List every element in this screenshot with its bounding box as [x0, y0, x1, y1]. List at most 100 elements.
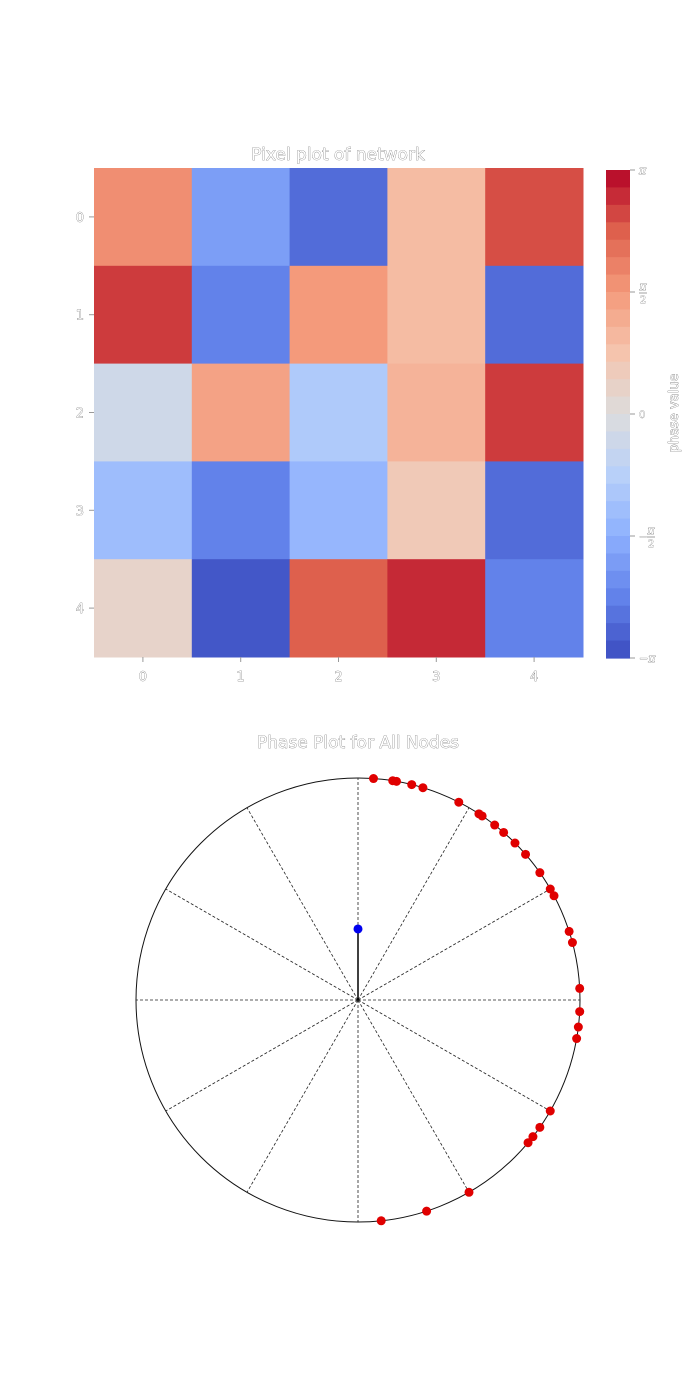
node-point-11	[521, 849, 531, 859]
heatmap-y-tick-label-4: 4	[76, 602, 84, 617]
node-point-19	[567, 938, 577, 948]
colorbar-tick-label-0: π	[638, 164, 647, 177]
colorbar-band-20	[606, 518, 630, 537]
node-point-3	[407, 780, 417, 790]
heatmap-y-tick-label-1: 1	[76, 309, 84, 324]
node-point-25	[464, 1187, 474, 1197]
heatmap-y-tick-label-0: 0	[76, 211, 84, 226]
node-point-13	[549, 891, 559, 901]
heatmap-cell-4-0	[94, 559, 193, 658]
colorbar-band-17	[606, 466, 630, 485]
radial-line-11	[357, 999, 551, 1112]
colorbar-band-12	[606, 379, 630, 398]
colorbar-band-22	[606, 553, 630, 572]
radial-line-10	[357, 999, 470, 1193]
node-point-8	[490, 820, 500, 830]
colorbar-band-21	[606, 536, 630, 555]
colorbar-label: phase value	[667, 374, 682, 453]
heatmap-cell-1-1	[191, 265, 291, 365]
node-point-0	[368, 774, 378, 784]
colorbar-band-1	[606, 187, 630, 206]
colorbar-band-27	[606, 640, 630, 659]
node-point-7	[477, 811, 487, 821]
heatmap-cell-1-2	[289, 265, 388, 365]
heatmap-cell-1-3	[387, 265, 486, 365]
heatmap-cell-0-1	[191, 168, 291, 267]
radial-line-1	[357, 888, 551, 1001]
colorbar-band-6	[606, 274, 630, 293]
colorbar-band-24	[606, 588, 630, 607]
colorbar-tick-label-4: −π	[639, 652, 656, 665]
radial-line-5	[165, 888, 359, 1001]
heatmap-cell-2-3	[387, 363, 486, 462]
heatmap-cell-3-0	[94, 461, 193, 560]
colorbar-band-3	[606, 222, 630, 241]
phase-plot-title: Phase Plot for All Nodes	[257, 733, 459, 753]
node-point-9	[499, 827, 509, 837]
node-point-22	[572, 1034, 582, 1044]
heatmap-cell-0-3	[387, 168, 486, 267]
colorbar-band-26	[606, 623, 630, 642]
node-point-24	[528, 1132, 538, 1142]
node-point-23	[545, 1106, 555, 1116]
colorbar-band-10	[606, 344, 630, 363]
radial-line-2	[357, 807, 470, 1001]
heatmap-y-tick-label-2: 2	[76, 407, 84, 422]
heatmap-cell-4-1	[191, 559, 291, 658]
colorbar-band-8	[606, 309, 630, 328]
colorbar-band-4	[606, 239, 630, 258]
heatmap-x-tick-label-3: 3	[432, 670, 440, 685]
node-point-16	[535, 1122, 545, 1132]
phase-plot	[135, 774, 585, 1226]
node-point-12	[535, 868, 545, 878]
heatmap-cell-2-4	[485, 363, 584, 462]
node-point-17	[523, 1138, 533, 1148]
colorbar-band-25	[606, 605, 630, 624]
colorbar-tick-label-den-1: 2	[640, 295, 646, 306]
colorbar-band-13	[606, 396, 630, 415]
colorbar-band-15	[606, 431, 630, 450]
node-point-5	[454, 797, 464, 807]
heatmap-cell-0-0	[94, 168, 193, 267]
node-point-10	[510, 838, 520, 848]
heatmap-cell-3-4	[485, 461, 584, 560]
colorbar-band-11	[606, 361, 630, 380]
heatmap-cell-4-4	[485, 559, 584, 658]
colorbar-band-0	[606, 170, 630, 189]
heatmap-cell-4-3	[387, 559, 486, 658]
heatmap-cell-4-2	[289, 559, 388, 658]
node-point-27	[376, 1216, 386, 1226]
heatmap-x-tick-label-0: 0	[139, 670, 147, 685]
heatmap-x-axis: 0 1 2 3 4	[138, 657, 539, 685]
heatmap-title: Pixel plot of network	[251, 145, 425, 165]
colorbar-tick-label-2: 0	[639, 410, 645, 421]
node-point-21	[575, 1007, 585, 1017]
colorbar-band-7	[606, 292, 630, 311]
heatmap-cell-1-0	[94, 265, 193, 365]
heatmap-y-axis: 0 1 2 3 4	[75, 211, 94, 617]
heatmap-x-tick-label-4: 4	[530, 670, 538, 685]
mean-vector-point	[353, 924, 363, 934]
heatmap-cell-2-2	[289, 363, 388, 462]
heatmap-cell-3-3	[387, 461, 486, 560]
heatmap-cell-2-0	[94, 363, 193, 462]
colorbar-tick-label-num-1: π	[638, 280, 647, 293]
node-point-18	[545, 884, 555, 894]
heatmap-cell-2-1	[191, 363, 291, 462]
colorbar-band-23	[606, 570, 630, 589]
colorbar-tick-label-den-3: 2	[648, 539, 654, 550]
radial-line-4	[246, 807, 359, 1001]
heatmap-cell-0-2	[289, 168, 388, 267]
heatmap-x-tick-label-2: 2	[334, 670, 342, 685]
colorbar-band-19	[606, 501, 630, 520]
radial-line-7	[165, 999, 359, 1112]
node-point-2	[392, 776, 402, 786]
heatmap-grid	[94, 168, 584, 658]
heatmap-cell-3-1	[191, 461, 291, 560]
colorbar-band-14	[606, 414, 630, 433]
colorbar-tick-label-minus-3: −	[639, 532, 647, 543]
heatmap-cell-0-4	[485, 168, 584, 267]
node-point-15	[573, 1022, 583, 1032]
